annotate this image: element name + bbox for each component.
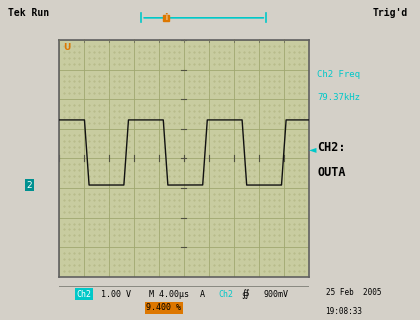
Text: U: U — [63, 43, 71, 52]
Text: ◄: ◄ — [309, 144, 316, 154]
Text: A: A — [200, 290, 205, 299]
Text: M 4.00μs: M 4.00μs — [149, 290, 189, 299]
Text: Tek Run: Tek Run — [8, 8, 50, 18]
Text: i: i — [165, 13, 168, 23]
Text: 19:08:33: 19:08:33 — [326, 307, 362, 316]
Text: CH2:: CH2: — [317, 141, 346, 154]
Text: 2: 2 — [26, 180, 32, 189]
Text: OUTA: OUTA — [317, 166, 346, 180]
Text: Trig'd: Trig'd — [372, 8, 407, 18]
Text: Ch2: Ch2 — [219, 290, 234, 299]
Text: Ch2: Ch2 — [76, 290, 91, 299]
Text: 900mV: 900mV — [264, 290, 289, 299]
Text: 9.400 %: 9.400 % — [146, 303, 181, 312]
Text: 1.00 V: 1.00 V — [101, 290, 131, 299]
Text: Ch2 Freq: Ch2 Freq — [317, 70, 360, 79]
Text: ∯: ∯ — [241, 289, 249, 300]
Text: 25 Feb  2005: 25 Feb 2005 — [326, 288, 381, 297]
Text: i: i — [165, 15, 167, 21]
Text: 79.37kHz: 79.37kHz — [317, 93, 360, 102]
